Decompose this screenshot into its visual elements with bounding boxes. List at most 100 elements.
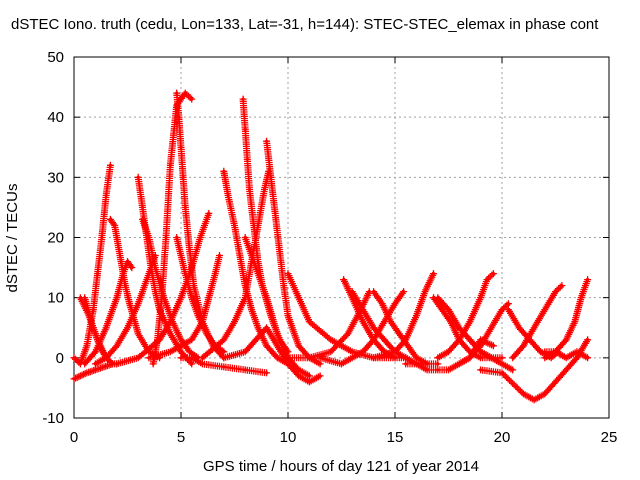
data-point (485, 278, 489, 282)
data-point (468, 338, 472, 342)
data-point (318, 374, 322, 378)
data-point (282, 284, 286, 288)
data-point (183, 272, 187, 276)
data-point (297, 296, 301, 300)
data-point (232, 320, 237, 324)
data-point (586, 278, 590, 282)
data-point (275, 344, 279, 348)
data-point (256, 326, 260, 330)
data-point (190, 356, 194, 360)
data-point (95, 272, 100, 276)
data-point (318, 362, 322, 366)
data-point (183, 205, 187, 210)
data-point (183, 91, 187, 95)
data-point (265, 371, 269, 375)
data-point (128, 302, 132, 306)
data-point (104, 326, 108, 330)
data-point (187, 247, 192, 252)
data-point (136, 302, 140, 306)
x-tick-labels: 0 5 10 15 20 25 (70, 429, 618, 446)
data-point (147, 356, 151, 360)
data-point (372, 290, 376, 294)
series-16 (239, 95, 292, 356)
data-point (175, 91, 179, 95)
data-point (372, 338, 376, 342)
data-point (307, 320, 311, 324)
data-point (479, 356, 483, 360)
data-point (329, 350, 333, 354)
data-point (115, 235, 119, 240)
data-point (286, 362, 290, 366)
data-point (222, 338, 226, 342)
chart-title: dSTEC Iono. truth (cedu, Lon=133, Lat=-3… (11, 16, 599, 33)
data-point (83, 296, 87, 300)
data-point (286, 272, 290, 276)
data-point (200, 362, 204, 366)
data-point (329, 338, 333, 342)
data-point (168, 320, 172, 324)
data-point (404, 356, 408, 360)
data-point (397, 332, 401, 336)
y-tick-label: 40 (47, 109, 64, 126)
data-point (468, 320, 472, 324)
x-axis-label: GPS time / hours of day 121 of year 2014 (203, 458, 479, 475)
data-point (521, 344, 526, 348)
data-point (389, 320, 393, 324)
data-point (151, 362, 155, 366)
data-point (179, 253, 183, 258)
data-point (586, 356, 590, 360)
data-point (93, 362, 97, 366)
data-point (243, 350, 247, 354)
data-point (83, 362, 87, 366)
data-point (457, 338, 461, 342)
data-point (506, 302, 511, 306)
data-point (140, 217, 145, 222)
data-point (108, 163, 112, 167)
data-point (115, 362, 119, 366)
data-point (179, 338, 183, 342)
data-point (115, 344, 119, 348)
data-point (297, 344, 301, 348)
data-point (401, 290, 406, 294)
series-34 (509, 282, 566, 362)
data-point (446, 350, 451, 354)
series-24 (370, 288, 442, 368)
data-point (232, 223, 237, 228)
data-point (89, 320, 93, 324)
axis-ticks (73, 56, 610, 419)
data-point (361, 350, 365, 354)
data-point (102, 365, 106, 369)
data-point (361, 320, 365, 324)
data-point (414, 362, 418, 366)
data-point (113, 223, 117, 228)
data-point (393, 302, 397, 306)
data-point (573, 320, 577, 324)
data-point (243, 368, 247, 372)
y-tick-label: 0 (56, 350, 64, 367)
data-point (192, 284, 196, 288)
data-point (275, 332, 279, 336)
data-point (226, 193, 230, 197)
data-point (297, 368, 301, 372)
data-point (254, 265, 258, 270)
data-point (207, 296, 211, 300)
data-point (586, 338, 590, 342)
data-point (489, 356, 493, 360)
data-point (245, 157, 249, 161)
y-tick-label: 20 (47, 230, 64, 247)
data-point (250, 308, 254, 312)
data-point (265, 326, 269, 330)
data-point (560, 284, 564, 288)
data-point (104, 356, 108, 360)
data-point (121, 272, 125, 276)
data-point (256, 259, 260, 264)
data-point (241, 97, 245, 101)
data-point (125, 259, 130, 264)
data-point (93, 332, 97, 336)
data-point (406, 344, 410, 348)
x-tick-label: 5 (177, 429, 185, 446)
data-point (198, 235, 202, 240)
data-point (205, 332, 209, 336)
y-tick-label: 10 (47, 290, 64, 307)
